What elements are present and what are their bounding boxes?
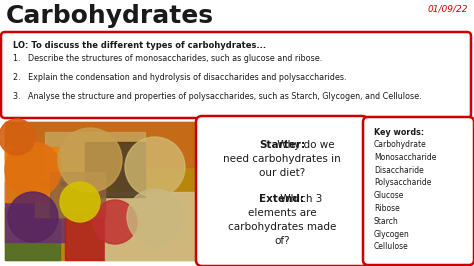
Text: LO: To discuss the different types of carbohydrates...: LO: To discuss the different types of ca… <box>13 41 266 50</box>
Text: 1.   Describe the structures of monosaccharides, such as glucose and ribose.: 1. Describe the structures of monosaccha… <box>13 54 322 63</box>
Text: Extend:: Extend: <box>259 194 304 204</box>
Circle shape <box>8 192 58 242</box>
Bar <box>50 172 105 217</box>
Bar <box>85 142 145 197</box>
Text: of?: of? <box>274 236 290 246</box>
Text: Polysaccharide: Polysaccharide <box>374 178 431 188</box>
Text: Why do we: Why do we <box>273 140 334 150</box>
Bar <box>35 187 115 217</box>
Bar <box>45 132 145 192</box>
Text: Disaccharide: Disaccharide <box>374 166 424 174</box>
FancyBboxPatch shape <box>1 32 471 118</box>
Text: 01/09/22: 01/09/22 <box>428 4 468 13</box>
FancyBboxPatch shape <box>196 116 368 266</box>
Text: elements are: elements are <box>248 208 316 218</box>
Bar <box>5 122 197 167</box>
Circle shape <box>60 182 100 222</box>
Bar <box>5 122 197 260</box>
Text: carbohydrates made: carbohydrates made <box>228 222 336 232</box>
Text: our diet?: our diet? <box>259 168 305 178</box>
Text: Ribose: Ribose <box>374 204 400 213</box>
Text: 2.   Explain the condensation and hydrolysis of disaccharides and polysaccharide: 2. Explain the condensation and hydrolys… <box>13 73 346 82</box>
Circle shape <box>5 142 61 198</box>
Text: 3.   Analyse the structure and properties of polysaccharides, such as Starch, Gl: 3. Analyse the structure and properties … <box>13 92 422 101</box>
Circle shape <box>58 128 122 192</box>
Text: Carbohydrate: Carbohydrate <box>374 140 427 149</box>
Text: Key words:: Key words: <box>374 128 424 137</box>
Text: Cellulose: Cellulose <box>374 242 409 251</box>
Text: need carbohydrates in: need carbohydrates in <box>223 154 341 164</box>
Text: Starch: Starch <box>374 217 399 226</box>
Circle shape <box>125 137 185 197</box>
Bar <box>5 182 65 242</box>
Circle shape <box>93 200 137 244</box>
Text: Which 3: Which 3 <box>277 194 323 204</box>
Bar <box>5 207 60 260</box>
Circle shape <box>0 119 35 155</box>
Text: Glucose: Glucose <box>374 191 404 200</box>
Bar <box>5 147 60 202</box>
Bar <box>105 192 197 260</box>
Bar <box>65 212 105 260</box>
FancyBboxPatch shape <box>363 117 474 265</box>
Text: Monosaccharide: Monosaccharide <box>374 153 437 162</box>
Text: Carbohydrates: Carbohydrates <box>6 4 214 28</box>
Text: Glycogen: Glycogen <box>374 230 410 239</box>
Text: Starter:: Starter: <box>259 140 305 150</box>
Circle shape <box>127 189 183 245</box>
